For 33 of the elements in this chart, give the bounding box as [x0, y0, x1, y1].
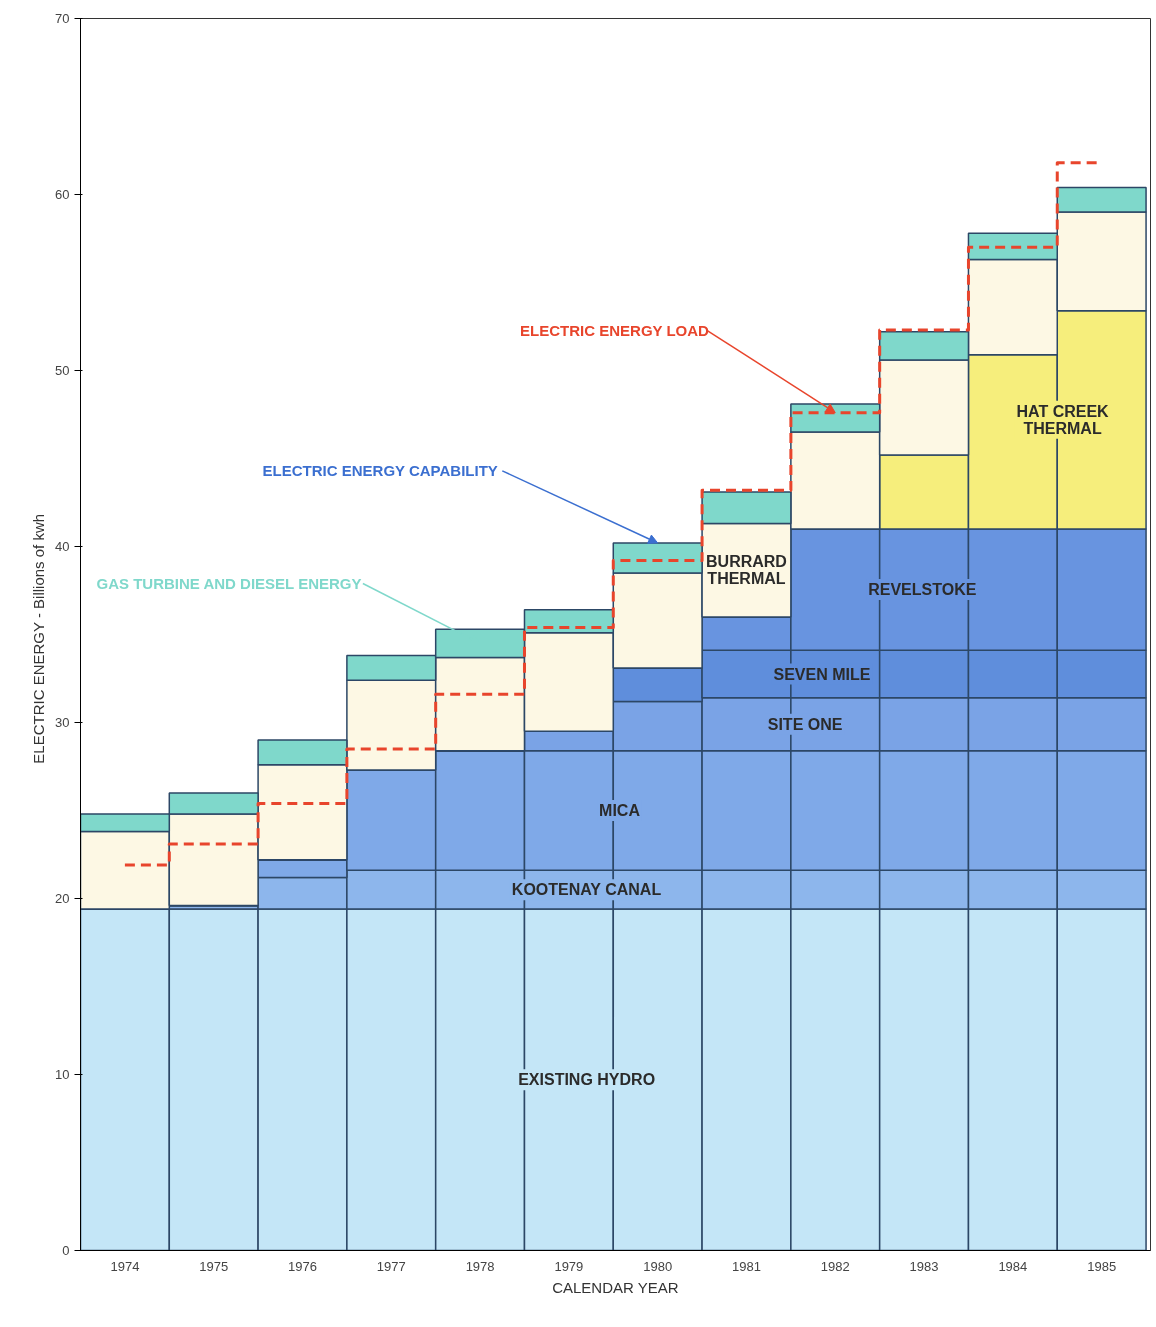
series-label: MICA: [599, 802, 641, 819]
series-label: SEVEN MILE: [773, 665, 871, 683]
text: GAS TURBINE AND DIESEL ENERGY: [96, 574, 362, 592]
y-tick-label: 40: [55, 539, 70, 554]
x-tick-label: 1975: [199, 1258, 229, 1274]
y-tick-label: 0: [62, 1243, 70, 1258]
series-label: KOOTENAY CANAL: [511, 881, 662, 899]
series-label: REVELSTOKE: [868, 581, 977, 599]
y-tick-label: 30: [55, 715, 70, 730]
x-tick-label: 1977: [376, 1258, 406, 1274]
x-tick-label: 1978: [465, 1258, 495, 1274]
x-tick-label: 1983: [909, 1258, 939, 1274]
y-tick-label: 70: [55, 11, 70, 26]
x-axis-title: CALENDAR YEAR: [552, 1278, 679, 1296]
x-tick-label: 1974: [110, 1258, 140, 1274]
y-tick-label: 50: [55, 363, 70, 378]
y-tick-label: 60: [55, 187, 70, 202]
series-label: EXISTING HYDRO: [518, 1071, 656, 1089]
y-tick-label: 20: [55, 891, 70, 906]
annotation: ELECTRIC ENERGY CAPABILITY: [262, 462, 498, 480]
series-label: HAT CREEK THERMAL: [1016, 402, 1110, 437]
x-tick-label: 1985: [1087, 1258, 1117, 1274]
y-axis-title: ELECTRIC ENERGY - Billions of kwh: [30, 513, 48, 764]
x-tick-label: 1984: [998, 1258, 1028, 1274]
x-tick-label: 1976: [288, 1258, 317, 1274]
y-tick-label: 10: [55, 1067, 70, 1082]
x-tick-label: 1981: [732, 1258, 761, 1274]
series-label: BURRARD THERMAL: [706, 553, 787, 588]
series-label: SITE ONE: [767, 715, 843, 733]
text: ELECTRIC ENERGY LOAD: [520, 321, 710, 339]
x-tick-label: 1979: [554, 1258, 584, 1274]
x-tick-label: 1980: [643, 1258, 673, 1274]
x-tick-label: 1982: [820, 1258, 850, 1274]
